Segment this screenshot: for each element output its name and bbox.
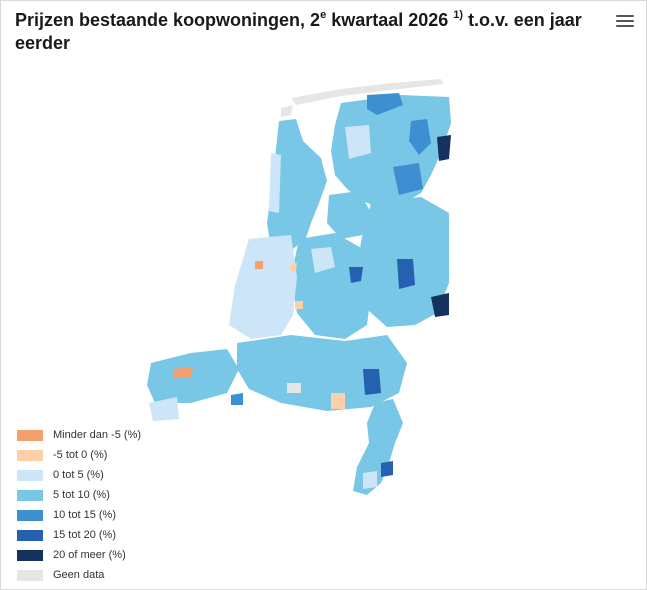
legend-swatch [17,529,43,541]
legend-item[interactable]: Minder dan -5 (%) [17,425,141,445]
region-center [291,233,371,339]
region-sh-negative-2 [290,263,297,271]
legend-item[interactable]: 5 tot 10 (%) [17,485,141,505]
region-brabant-high [363,369,381,395]
legend-label: 20 of meer (%) [53,549,126,561]
region-north-holland [267,119,327,253]
wadden-islands [291,79,443,105]
legend-label: -5 tot 0 (%) [53,449,108,461]
legend-swatch [17,429,43,441]
region-center-high [349,267,363,283]
legend-item[interactable]: 15 tot 20 (%) [17,525,141,545]
legend-swatch [17,449,43,461]
hamburger-menu-icon[interactable] [616,15,634,29]
region-drenthe-high [393,163,423,195]
legend-item[interactable]: 20 of meer (%) [17,545,141,565]
region-north-high-2 [409,119,431,155]
legend-item[interactable]: -5 tot 0 (%) [17,445,141,465]
region-brabant-negative [331,393,345,409]
region-limburg [353,399,403,495]
region-limburg-high [381,461,393,477]
legend-item[interactable]: 10 tot 15 (%) [17,505,141,525]
region-zeeland-low [149,397,179,421]
legend-swatch [17,469,43,481]
region-zeeland-negative [173,367,193,377]
region-north-high-1 [367,93,403,115]
region-sh-negative-1 [255,261,263,269]
texel [281,105,293,117]
region-limburg-low [363,471,377,489]
legend-swatch [17,569,43,581]
region-zeeland [147,349,239,403]
region-sh-negative-3 [295,301,303,309]
region-twente-top [431,293,449,317]
legend-label: 0 tot 5 (%) [53,469,104,481]
region-south-holland [229,235,297,339]
region-north-brabant [237,335,407,411]
region-zeeland-high [231,393,243,405]
region-brabant-nodata [287,383,301,393]
region-north-holland-coast [269,153,281,213]
map-legend: Minder dan -5 (%) -5 tot 0 (%) 0 tot 5 (… [17,425,141,585]
region-east-high-1 [397,259,415,289]
legend-swatch [17,509,43,521]
region-flevoland [327,191,371,239]
legend-label: Minder dan -5 (%) [53,429,142,441]
legend-item[interactable]: 0 tot 5 (%) [17,465,141,485]
legend-label: 5 tot 10 (%) [53,489,110,501]
region-utrecht-low [311,247,335,273]
netherlands-choropleth-map [147,79,451,495]
legend-label: Geen data [53,569,105,581]
map-base [147,79,451,495]
legend-label: 10 tot 15 (%) [53,509,116,521]
legend-swatch [17,489,43,501]
legend-item[interactable]: Geen data [17,565,141,585]
legend-label: 15 tot 20 (%) [53,529,116,541]
region-north-low [345,125,371,159]
legend-swatch [17,549,43,561]
chart-title: Prijzen bestaande koopwoningen, 2e kwart… [15,9,582,54]
region-north-top [437,135,451,161]
